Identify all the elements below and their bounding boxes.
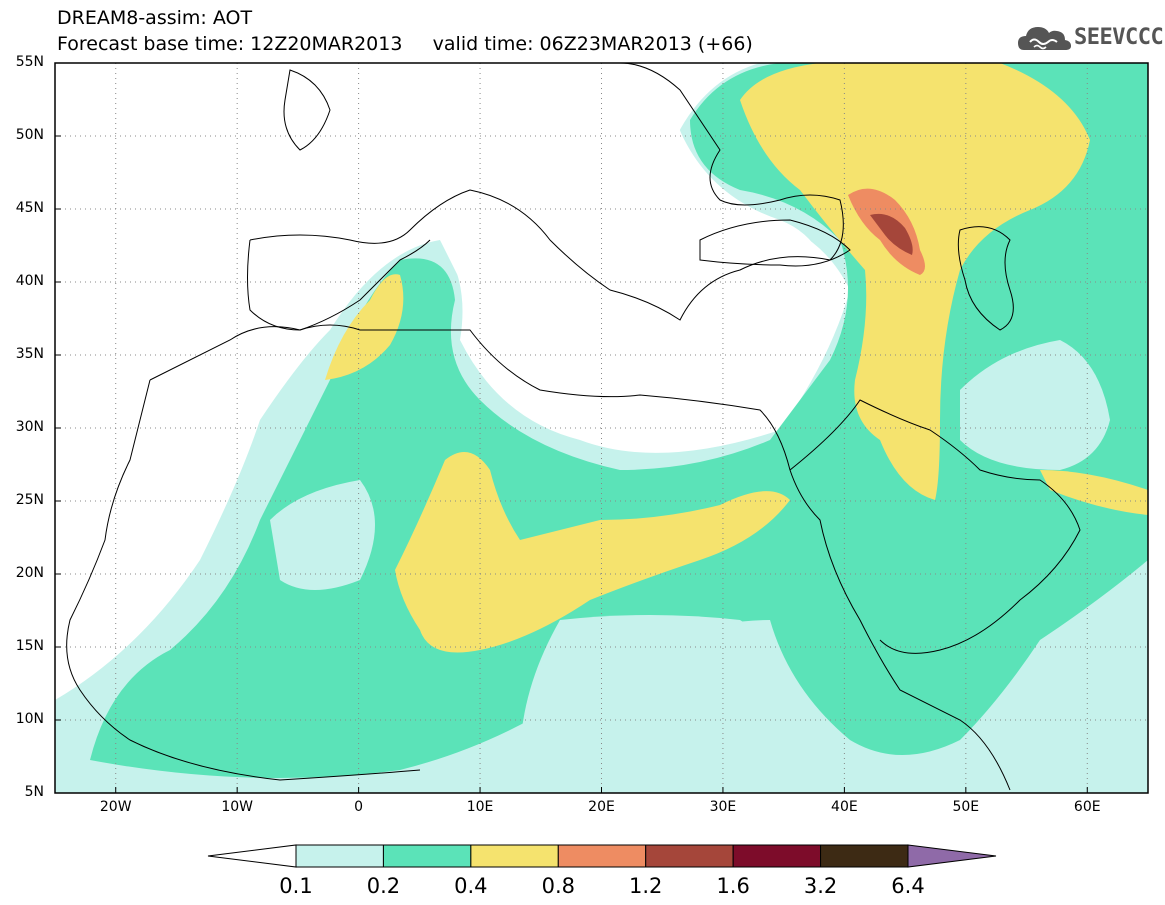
colorbar-label: 1.2 <box>629 874 663 898</box>
y-tick-label: 10N <box>15 711 44 727</box>
axis-ticks <box>55 62 1088 794</box>
y-tick-label: 55N <box>15 54 44 70</box>
y-tick-label: 40N <box>15 273 44 289</box>
aot-band-clear <box>55 413 163 640</box>
aot-band-0.1 <box>960 340 1110 470</box>
y-tick-label: 35N <box>15 346 44 362</box>
y-tick-label: 45N <box>15 200 44 216</box>
coastline-iberia <box>247 239 431 331</box>
colorbar-label: 0.4 <box>454 874 488 898</box>
aot-fields <box>55 63 1148 793</box>
y-tick-label: 25N <box>15 492 44 508</box>
colorbar-label: 0.1 <box>279 874 313 898</box>
coastlines <box>66 63 1081 791</box>
coastline-arabia <box>789 399 1081 654</box>
coastline-europe <box>249 63 844 321</box>
logo-text: SEEVCCC <box>1074 25 1164 50</box>
colorbar-label: 3.2 <box>803 874 838 898</box>
y-tick-label: 20N <box>15 565 44 581</box>
x-tick-label: 0 <box>354 799 364 815</box>
title-line-1: DREAM8-assim: AOT <box>57 7 253 29</box>
y-tick-label: 50N <box>15 127 44 143</box>
coastline-caspian <box>957 226 1014 331</box>
colorbar-label: 1.6 <box>716 874 750 898</box>
aot-band-0.4 <box>1040 470 1148 515</box>
x-tick-label: 10W <box>221 799 253 815</box>
aot-band-0.1 <box>520 615 800 790</box>
seevccc-logo: SEEVCCC <box>1016 20 1164 56</box>
y-tick-label: 5N <box>24 784 44 800</box>
coastline-black-sea <box>699 219 851 267</box>
x-tick-label: 10E <box>466 799 494 815</box>
x-tick-label: 50E <box>952 799 980 815</box>
y-tick-label: 15N <box>15 638 44 654</box>
aot-band-0.1 <box>270 480 375 590</box>
coastline-africa-sw <box>66 379 421 781</box>
cloud-icon <box>1018 27 1071 50</box>
x-tick-label: 60E <box>1073 799 1101 815</box>
aot-band-1.2 <box>870 213 913 255</box>
aot-band-clear <box>440 63 830 413</box>
title-line-2: Forecast base time: 12Z20MAR2013 valid t… <box>57 33 753 55</box>
colorbar-label: 0.2 <box>366 874 401 898</box>
x-tick-label: 20W <box>99 799 132 815</box>
x-tick-label: 40E <box>831 799 858 815</box>
aot-band-clear <box>55 63 440 420</box>
aot-band-0.4 <box>325 274 404 380</box>
x-tick-label: 20E <box>588 799 615 815</box>
x-tick-label: 30E <box>709 799 737 815</box>
y-tick-label: 30N <box>15 419 44 435</box>
colorbar-label: 6.4 <box>891 874 925 898</box>
coastline-uk <box>283 69 331 151</box>
coastline-africa-west <box>149 324 1011 791</box>
colorbar-label: 0.8 <box>541 874 575 898</box>
aot-band-0.4 <box>395 452 790 653</box>
